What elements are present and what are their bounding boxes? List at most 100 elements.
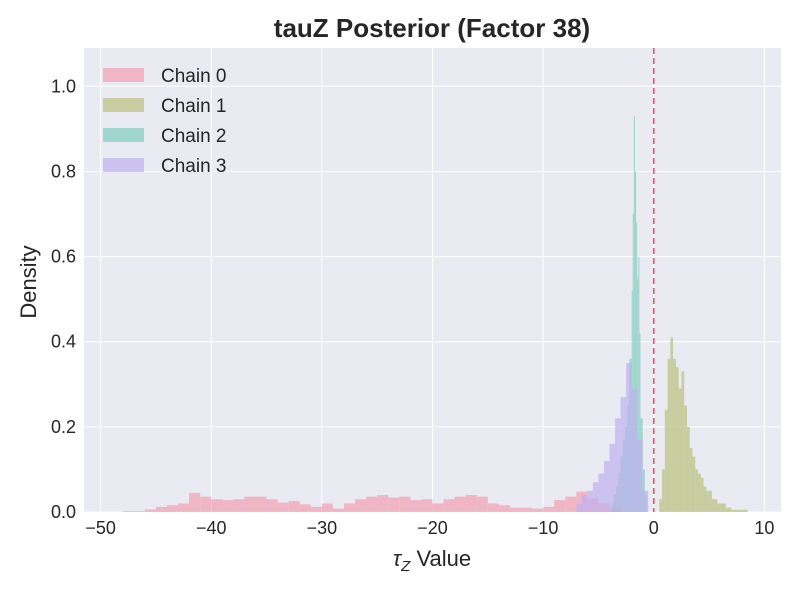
histogram-bar <box>487 503 499 512</box>
histogram-bar <box>637 439 643 512</box>
legend: Chain 0 Chain 1 Chain 2 Chain 3 <box>103 66 227 177</box>
histogram-bars <box>122 116 748 513</box>
histogram-bar <box>638 256 640 512</box>
x-axis-label: τZ Value <box>393 546 471 575</box>
histogram-bar <box>565 496 577 512</box>
histogram-bar <box>521 507 533 512</box>
y-tick-label: 0.8 <box>51 161 76 181</box>
histogram-bar <box>664 409 668 512</box>
histogram-bar <box>731 509 748 512</box>
histogram-bar <box>454 496 466 512</box>
histogram-bar <box>717 503 721 512</box>
x-tick-label: −30 <box>307 518 338 538</box>
histogram-bar <box>332 508 344 512</box>
series-1 <box>659 337 748 512</box>
histogram-bar <box>695 469 699 512</box>
histogram-bar <box>642 469 645 512</box>
histogram-bar <box>233 499 245 512</box>
histogram-bar <box>714 499 718 512</box>
x-tick-label: 10 <box>754 518 774 538</box>
histogram-bar <box>706 490 710 512</box>
y-tick-labels: 0.0 0.2 0.4 0.6 0.8 1.0 <box>51 76 76 522</box>
legend-label: Chain 1 <box>161 96 227 117</box>
histogram-bar <box>686 426 690 512</box>
histogram-bar <box>299 504 311 512</box>
histogram-bar <box>581 494 588 512</box>
histogram-bar <box>642 490 649 512</box>
histogram-bar <box>632 214 634 512</box>
histogram-bar <box>662 469 665 512</box>
histogram-bar <box>200 496 212 512</box>
histogram-bar <box>554 500 566 512</box>
legend-item: Chain 1 <box>103 96 227 117</box>
histogram-bar <box>189 492 201 512</box>
histogram-bar <box>355 499 367 512</box>
histogram-bar <box>310 506 322 512</box>
histogram-bar <box>366 496 378 512</box>
histogram-bar <box>255 496 267 512</box>
histogram-bar <box>609 443 616 512</box>
legend-item: Chain 3 <box>103 156 227 177</box>
histogram-bar <box>639 333 641 512</box>
histogram-bar <box>399 496 411 512</box>
histogram-bar <box>700 477 704 512</box>
histogram-bar <box>377 494 389 512</box>
histogram-bar <box>421 499 433 512</box>
legend-swatch <box>103 98 144 112</box>
histogram-bar <box>388 497 400 512</box>
histogram-bar <box>659 499 663 512</box>
histogram-bar <box>681 371 685 512</box>
histogram-bar <box>703 486 707 512</box>
x-axis-label-symbol: τ <box>393 546 403 571</box>
histogram-bar <box>598 473 604 512</box>
histogram-bar <box>673 358 676 512</box>
histogram-bar <box>698 473 701 512</box>
histogram-bar <box>684 405 687 512</box>
histogram-bar <box>711 499 715 512</box>
histogram-bar <box>615 418 621 512</box>
y-tick-label: 0.6 <box>51 247 76 267</box>
histogram-bar <box>678 388 682 512</box>
legend-swatch <box>103 158 144 172</box>
chart-title: tauZ Posterior (Factor 38) <box>274 13 590 43</box>
histogram-bar <box>576 503 582 512</box>
histogram-bar <box>709 490 712 512</box>
histogram-bar <box>166 505 179 512</box>
legend-swatch <box>103 128 144 142</box>
histogram-bar <box>266 499 278 512</box>
histogram-bar <box>631 388 638 512</box>
histogram-bar <box>626 363 632 512</box>
legend-label: Chain 2 <box>161 126 227 147</box>
histogram-bar <box>498 505 510 512</box>
x-axis-label-text: Value <box>410 546 471 571</box>
histogram-bar <box>211 499 223 512</box>
y-tick-label: 0.4 <box>51 332 76 352</box>
histogram-bar <box>144 509 156 512</box>
legend-swatch <box>103 68 144 82</box>
histogram-bar <box>155 506 167 512</box>
histogram-bar <box>432 503 444 512</box>
histogram-bar <box>692 456 696 512</box>
histogram-bar <box>222 500 234 512</box>
histogram-bar <box>543 506 555 512</box>
histogram-bar <box>509 507 522 512</box>
histogram-bar <box>667 358 671 512</box>
histogram-bar <box>620 397 627 512</box>
histogram-bar <box>244 496 256 512</box>
histogram-bar <box>634 171 637 513</box>
histogram-bar <box>277 502 289 512</box>
x-tick-label: 0 <box>649 518 659 538</box>
histogram-bar <box>637 277 639 512</box>
y-axis-label: Density <box>16 245 41 318</box>
histogram-bar <box>633 116 635 512</box>
series-3 <box>576 363 649 512</box>
histogram-bar <box>720 503 726 512</box>
y-tick-label: 0.2 <box>51 417 76 437</box>
histogram-bar <box>288 500 300 512</box>
histogram-bar <box>178 503 190 512</box>
histogram-bar <box>689 448 693 512</box>
x-axis-label-subscript: Z <box>400 558 411 575</box>
histogram-bar <box>670 337 674 512</box>
x-tick-label: −50 <box>85 518 116 538</box>
